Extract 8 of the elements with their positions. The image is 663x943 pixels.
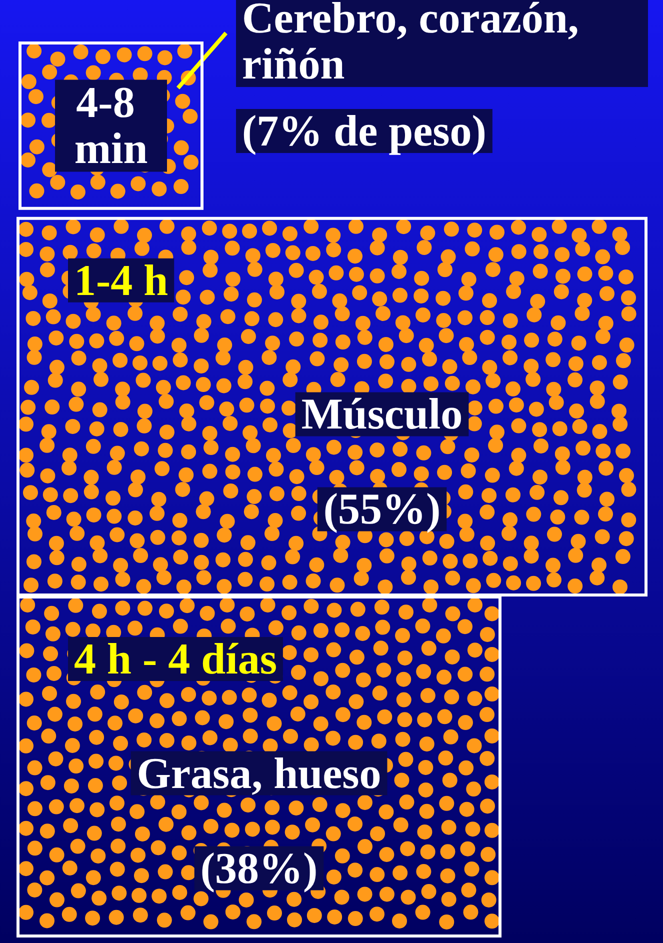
category-label: Grasa, hueso (136, 748, 382, 798)
category-label: Cerebro, corazón, riñón (242, 0, 590, 88)
data-label: (55%) (323, 484, 441, 534)
data-label: (7% de peso) (242, 106, 486, 156)
data-label: (38%) (200, 844, 318, 893)
text: 4-8 min (74, 78, 148, 174)
category-label: Músculo (301, 390, 463, 439)
text: 1-4 h (74, 256, 168, 305)
